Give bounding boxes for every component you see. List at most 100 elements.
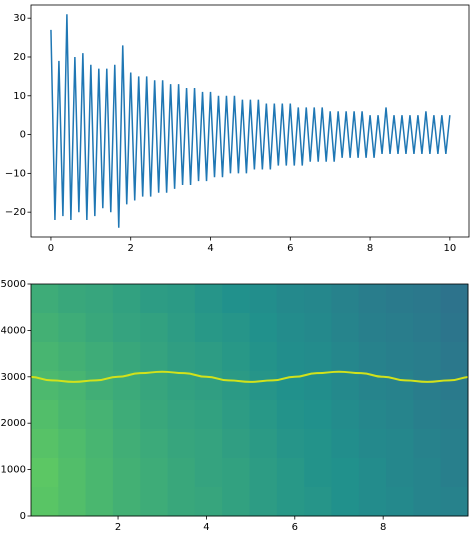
spectrogram-cell [112, 487, 141, 517]
spectrogram-cell [222, 429, 250, 459]
spectrogram-cell [167, 400, 196, 430]
spectrogram-cell [358, 313, 387, 343]
y-tick-label: 10 [13, 91, 26, 102]
x-tick-label: 10 [443, 243, 456, 254]
spectrogram-cell [386, 429, 414, 459]
spectrogram-cell [194, 342, 223, 372]
spectrogram-cell [194, 284, 223, 314]
spectrogram-cell [140, 429, 169, 459]
x-tick-label: 2 [128, 243, 134, 254]
spectrogram-cell [386, 313, 414, 343]
x-tick-label: 4 [207, 243, 213, 254]
spectrogram-cell [31, 284, 59, 314]
spectrogram-cell [249, 313, 278, 343]
spectrogram-cell [249, 400, 278, 430]
spectrogram-cell [304, 371, 332, 401]
y-tick-label: 5000 [1, 279, 26, 290]
y-tick-label: 0 [20, 511, 26, 522]
spectrogram-cell [167, 313, 196, 343]
spectrogram-cell [440, 429, 469, 459]
spectrogram-cell [413, 342, 442, 372]
spectrogram-cell [194, 487, 223, 517]
spectrogram-cell [112, 429, 141, 459]
spectrogram-cell [249, 487, 278, 517]
y-tick-label: 20 [13, 52, 26, 63]
spectrogram-cell [276, 313, 305, 343]
spectrogram-cell [413, 429, 442, 459]
x-tick-label: 6 [292, 522, 298, 533]
spectrogram-cell [386, 371, 414, 401]
spectrogram-cell [331, 429, 360, 459]
spectrogram-cell [31, 313, 59, 343]
spectrogram-cell [112, 458, 141, 488]
spectrogram-cell [440, 371, 469, 401]
y-tick-label: 30 [13, 13, 26, 24]
spectrogram-cell [276, 429, 305, 459]
spectrogram-cell [222, 458, 250, 488]
spectrogram-cell [440, 400, 469, 430]
y-tick-label: −20 [5, 207, 26, 218]
spectrogram-cell [140, 342, 169, 372]
spectrogram-cell [249, 429, 278, 459]
spectrogram-cell [358, 342, 387, 372]
spectrogram-cell [167, 371, 196, 401]
spectrogram-cell [31, 371, 59, 401]
spectrogram-cell [194, 313, 223, 343]
spectrogram-cell [85, 429, 114, 459]
spectrogram-cell [140, 487, 169, 517]
spectrogram-cell [440, 458, 469, 488]
x-tick-label: 8 [367, 243, 373, 254]
spectrogram-cell [440, 342, 469, 372]
spectrogram-cell [276, 487, 305, 517]
spectrogram-cell [386, 284, 414, 314]
spectrogram-cell [331, 400, 360, 430]
spectrogram-cell [140, 371, 169, 401]
spectrogram-cell [304, 458, 332, 488]
spectrogram-cell [413, 371, 442, 401]
spectrogram-cell [222, 400, 250, 430]
spectrogram-cell [222, 371, 250, 401]
spectrogram-cell [167, 284, 196, 314]
spectrogram-cell [58, 342, 87, 372]
spectrogram-cell [140, 284, 169, 314]
y-tick-label: 2000 [1, 418, 26, 429]
spectrogram-cell [85, 400, 114, 430]
spectrogram-cell [140, 400, 169, 430]
spectrogram-cell [331, 487, 360, 517]
spectrogram-cell [249, 371, 278, 401]
y-tick-label: 1000 [1, 465, 26, 476]
spectrogram-cell [222, 313, 250, 343]
spectrogram-cell [85, 371, 114, 401]
spectrogram-cell [58, 429, 87, 459]
spectrogram-cell [304, 429, 332, 459]
spectrogram-cell [31, 342, 59, 372]
spectrogram-cell [386, 458, 414, 488]
spectrogram-cell [194, 429, 223, 459]
spectrogram-cell [358, 487, 387, 517]
spectrogram-cell [112, 313, 141, 343]
spectrogram-cell [331, 342, 360, 372]
spectrogram-cell [194, 400, 223, 430]
x-tick-label: 0 [48, 243, 54, 254]
spectrogram-cell [358, 458, 387, 488]
spectrogram-cell [358, 429, 387, 459]
y-tick-label: 3000 [1, 372, 26, 383]
spectrogram-cell [304, 284, 332, 314]
spectrogram-cell [413, 487, 442, 517]
spectrogram-cell [249, 342, 278, 372]
spectrogram-cell [386, 342, 414, 372]
spectrogram-cell [276, 458, 305, 488]
spectrogram-cell [85, 342, 114, 372]
y-tick-label: 0 [20, 130, 26, 141]
spectrogram-cell [413, 458, 442, 488]
spectrogram-cell [331, 313, 360, 343]
spectrogram-cell [358, 284, 387, 314]
spectrogram-cell [358, 400, 387, 430]
spectrogram-cell [440, 313, 469, 343]
spectrogram-cell [222, 342, 250, 372]
spectrogram-cell [58, 487, 87, 517]
spectrogram-cell [413, 313, 442, 343]
spectrogram-cell [304, 487, 332, 517]
axes-frame [30, 283, 469, 517]
spectrogram-cell [331, 458, 360, 488]
